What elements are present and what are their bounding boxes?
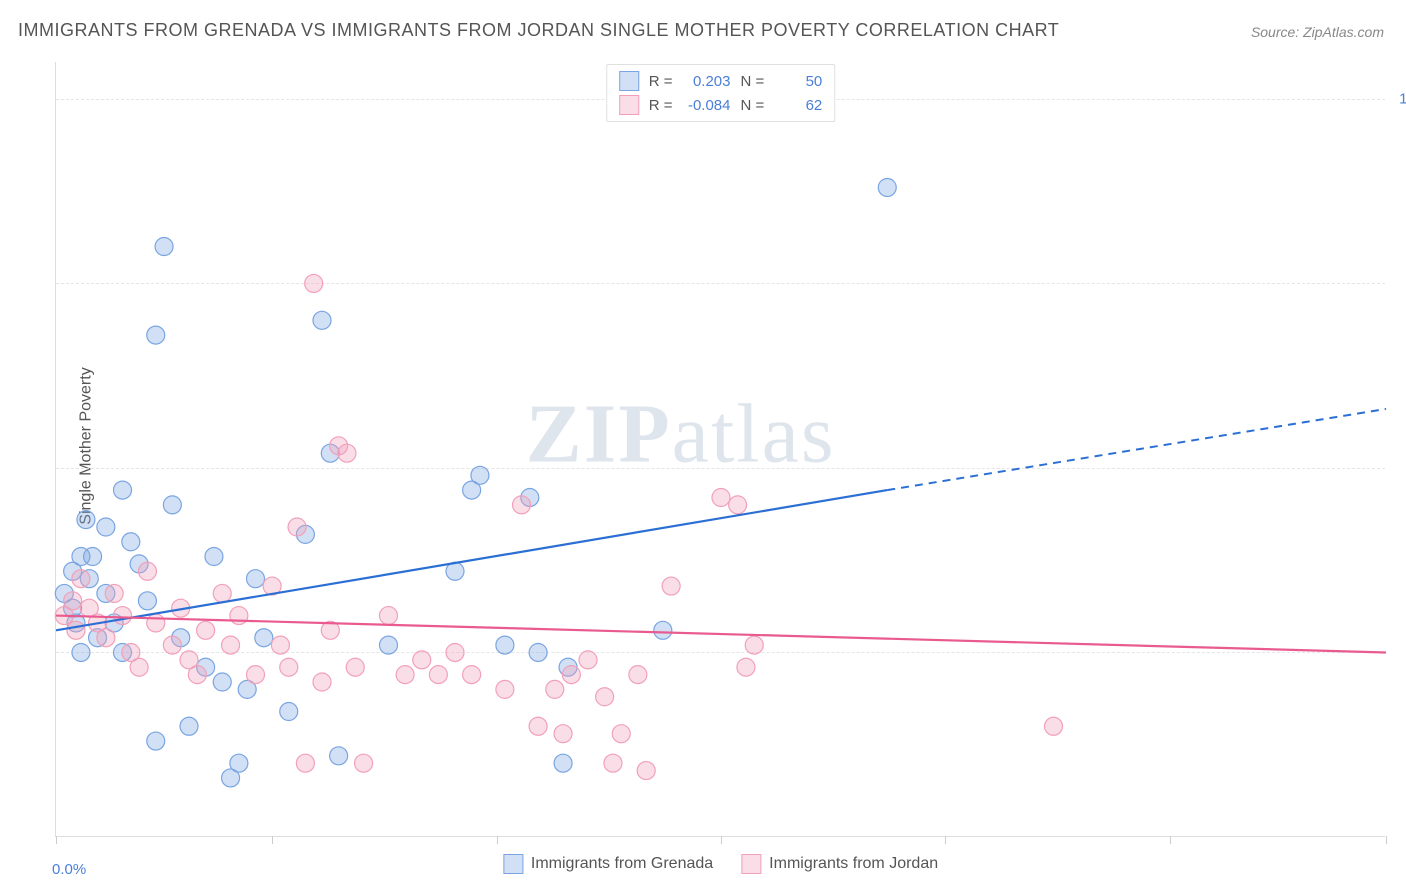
series-legend: Immigrants from Grenada Immigrants from …: [503, 854, 938, 874]
legend-label: Immigrants from Grenada: [531, 855, 713, 873]
scatter-svg: [56, 62, 1385, 836]
chart-container: IMMIGRANTS FROM GRENADA VS IMMIGRANTS FR…: [0, 0, 1406, 892]
correlation-legend: R = 0.203 N = 50 R = -0.084 N = 62: [606, 64, 836, 122]
legend-label: Immigrants from Jordan: [769, 855, 938, 873]
swatch-jordan-icon: [741, 854, 761, 874]
swatch-grenada: [619, 71, 639, 91]
y-tick-label: 100.0%: [1399, 90, 1406, 107]
swatch-grenada-icon: [503, 854, 523, 874]
legend-item-grenada: Immigrants from Grenada: [503, 854, 713, 874]
swatch-jordan: [619, 95, 639, 115]
source-attribution: Source: ZipAtlas.com: [1251, 24, 1384, 40]
legend-row-grenada: R = 0.203 N = 50: [619, 69, 823, 93]
x-tick-first: 0.0%: [52, 861, 86, 878]
legend-item-jordan: Immigrants from Jordan: [741, 854, 938, 874]
chart-title: IMMIGRANTS FROM GRENADA VS IMMIGRANTS FR…: [18, 20, 1059, 41]
plot-area: ZIPatlas 25.0%50.0%75.0%100.0% R = 0.203…: [55, 62, 1385, 837]
legend-row-jordan: R = -0.084 N = 62: [619, 93, 823, 117]
